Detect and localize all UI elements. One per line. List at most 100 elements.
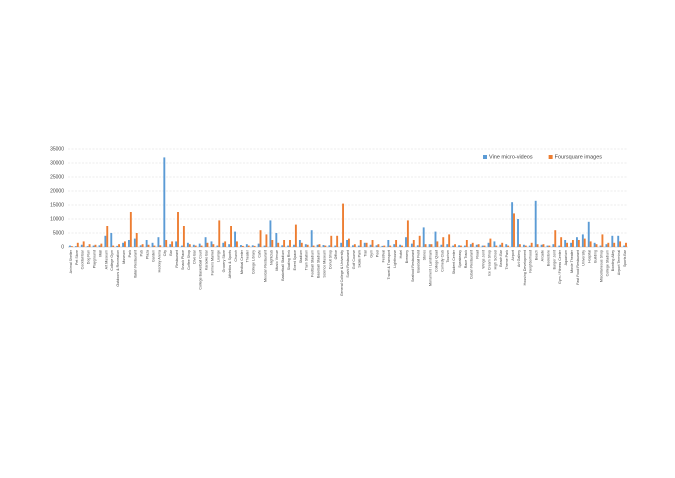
- bar: [122, 242, 124, 247]
- bar: [281, 245, 284, 247]
- x-tick-label: Mexican Restaurant: [263, 250, 267, 282]
- x-tick-label: Italian Restaurant: [134, 250, 138, 278]
- x-tick-label: Stadium: [299, 250, 303, 263]
- bar: [528, 245, 531, 247]
- bar: [383, 245, 386, 247]
- bar: [405, 237, 407, 247]
- x-tick-label: Cafe: [258, 250, 262, 258]
- bar: [128, 240, 130, 247]
- x-tick-label: Lighthouse: [393, 250, 397, 268]
- x-tick-label: Train Station: [305, 250, 309, 270]
- legend-swatch: [548, 155, 553, 159]
- bar: [454, 244, 456, 247]
- bar: [139, 245, 142, 247]
- bar: [607, 242, 610, 247]
- x-tick-label: Monument / Landmark: [428, 250, 432, 286]
- bar: [251, 245, 254, 247]
- x-tick-label: Sports Bar: [623, 249, 627, 267]
- x-tick-label: Ice Cream Shop: [487, 250, 491, 276]
- bar: [599, 245, 602, 247]
- x-tick-label: Neighborhood: [529, 250, 533, 273]
- x-tick-label: Museum: [122, 250, 126, 264]
- bar: [536, 244, 539, 247]
- bar: [469, 244, 472, 247]
- bar: [560, 237, 563, 247]
- bar: [153, 245, 156, 247]
- bar: [200, 245, 203, 247]
- bar: [522, 244, 525, 247]
- x-tick-label: Outdoors & Recreation: [116, 250, 120, 287]
- x-tick-label: Housing Development: [523, 250, 527, 285]
- bar: [499, 244, 502, 247]
- bar: [70, 246, 73, 247]
- x-tick-label: Karaoke Bar: [204, 249, 208, 270]
- bar: [401, 245, 403, 247]
- bar: [80, 244, 83, 247]
- x-tick-label: Tourism: [446, 250, 450, 263]
- bar: [460, 245, 462, 247]
- y-tick-label: 10000: [50, 216, 64, 222]
- x-tick-label: Church: [234, 250, 238, 262]
- x-tick-label: Donut Shop: [328, 250, 332, 269]
- x-tick-label: College Quad: [434, 250, 438, 272]
- bar: [365, 242, 368, 247]
- bar: [517, 219, 519, 247]
- x-tick-label: Cocktail Bar: [81, 249, 85, 269]
- bar: [623, 245, 626, 247]
- x-tick-label: Airport: [511, 250, 515, 261]
- bar: [369, 244, 372, 247]
- bar: [406, 220, 409, 247]
- bar: [489, 238, 492, 247]
- bar: [487, 242, 490, 247]
- bar: [106, 226, 109, 247]
- bar: [424, 244, 427, 247]
- bar: [118, 244, 120, 247]
- x-tick-label: Animal Shelter: [69, 249, 73, 273]
- bar: [359, 240, 362, 247]
- bar: [583, 238, 586, 247]
- bar: [253, 245, 256, 247]
- x-tick-label: Bar: [169, 249, 173, 255]
- bar: [182, 226, 185, 247]
- bar: [611, 235, 614, 247]
- x-tick-label: Skate Park: [358, 250, 362, 268]
- bar: [245, 244, 248, 247]
- x-tick-label: College Stadium: [605, 250, 609, 276]
- x-tick-label: Airport Terminal: [617, 250, 621, 275]
- x-tick-label: Skating Rink: [287, 250, 291, 270]
- bar: [593, 242, 596, 247]
- bar: [204, 237, 207, 247]
- bar: [194, 245, 197, 247]
- bar: [625, 242, 627, 247]
- x-tick-label: Playground: [92, 250, 96, 268]
- bar: [465, 240, 468, 247]
- x-tick-label: Athletics & Sports: [228, 250, 232, 279]
- bar: [353, 244, 356, 247]
- x-tick-label: Travel & Transport: [387, 250, 391, 279]
- bar: [304, 244, 307, 247]
- bar: [124, 241, 126, 247]
- bar: [434, 231, 437, 247]
- x-tick-label: Road: [476, 250, 480, 259]
- bar: [346, 240, 348, 247]
- x-tick-label: Event Space: [293, 250, 297, 270]
- bar: [518, 244, 521, 247]
- bar: [395, 240, 398, 247]
- bar: [617, 235, 620, 247]
- bar: [416, 245, 419, 247]
- x-tick-label: Trail: [364, 250, 368, 257]
- x-tick-label: Art Gallery: [517, 250, 521, 267]
- x-tick-label: Seafood Restaurant: [411, 250, 415, 282]
- x-tick-label: Theme Park: [505, 250, 509, 270]
- bar: [298, 240, 301, 247]
- bar: [524, 245, 527, 247]
- x-tick-label: Brewery: [405, 250, 409, 263]
- x-tick-label: Park: [128, 250, 132, 258]
- bar: [448, 234, 451, 247]
- bar: [157, 237, 160, 247]
- x-tick-label: Building: [594, 250, 598, 263]
- bar: [98, 245, 101, 247]
- bar: [371, 240, 374, 247]
- x-tick-label: Bowling Alley: [611, 250, 615, 271]
